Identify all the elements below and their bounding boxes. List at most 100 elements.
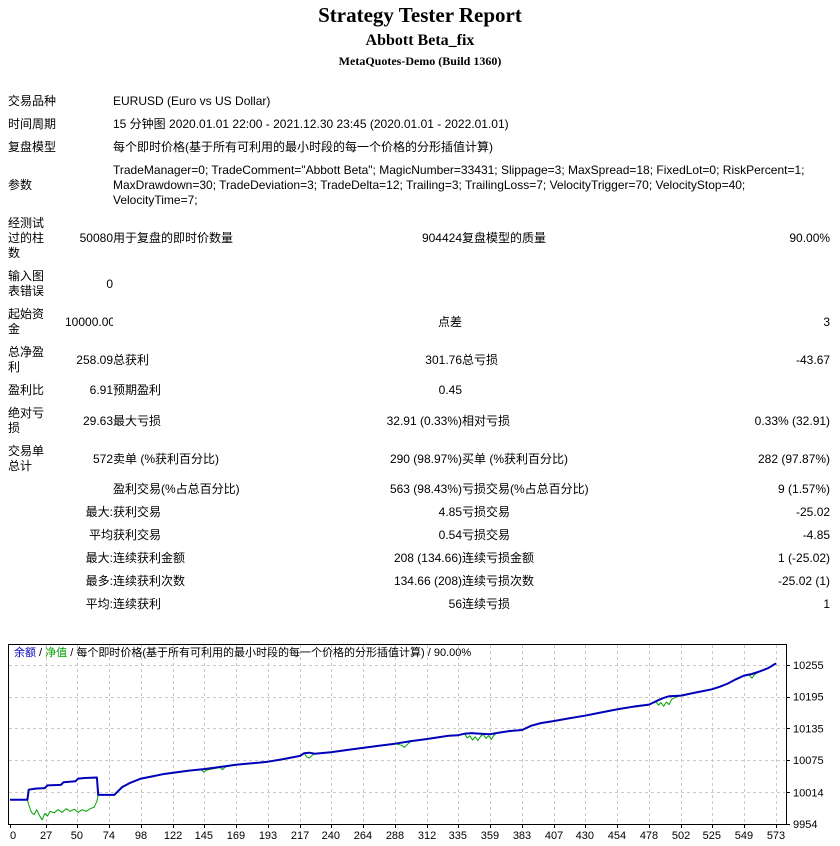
row-label: 经测试 过的柱 数 (8, 216, 45, 260)
label-3 (462, 303, 662, 341)
x-tick-label: 430 (576, 830, 594, 842)
x-tick-label: 145 (195, 830, 213, 842)
value-3: -43.67 (796, 352, 831, 367)
row-label: 总净盈 利 (8, 345, 45, 374)
row-wide-value: EURUSD (Euro vs US Dollar) (113, 94, 271, 108)
value-2: 4.85 (438, 505, 462, 519)
row-label: 起始资 金 (8, 307, 45, 336)
row-value (65, 159, 113, 212)
label-3 (462, 265, 662, 303)
report-row: 绝对亏 损 29.63 最大亏损 32.91 (0.33%) 相对亏损 0.33% (32… (8, 402, 830, 440)
x-tick-label: 74 (103, 830, 115, 842)
label-2: 卖单 (%获利百分比) (113, 451, 219, 466)
value-1: 最大: (85, 505, 113, 519)
x-tick-label: 122 (164, 830, 182, 842)
label-2 (113, 265, 313, 303)
label-3: 亏损交易 (462, 528, 511, 542)
label-3: 连续亏损 (462, 597, 511, 611)
report-row: 经测试 过的柱 数 50080 用于复盘的即时价数量 904424 复盘模型的质量 90.… (8, 212, 830, 265)
row-wide-value: 每个即时价格(基于所有可利用的最小时段的每一个价格的分形插值计算) (113, 140, 493, 154)
value-1: 29.63 (82, 413, 113, 428)
label-2: 连续获利次数 (113, 574, 186, 588)
value-3 (662, 265, 830, 303)
value-1: 10000.00 (65, 314, 113, 329)
value-3: 282 (97.87%) (758, 451, 831, 466)
balance-line (10, 662, 777, 801)
value-2: 290 (98.97%) (389, 451, 462, 466)
row-label: 复盘模型 (8, 140, 57, 154)
label-3: 总亏损 (462, 352, 499, 367)
row-label: 交易品种 (8, 94, 57, 108)
value-3: 0.33% (32.91) (754, 413, 831, 428)
label-2: 盈利交易(%占总百分比) (113, 482, 240, 496)
report-row: 复盘模型 每个即时价格(基于所有可利用的最小时段的每一个价格的分形插值计算) (8, 136, 830, 159)
value-1: 50080 (79, 231, 113, 245)
x-tick-label: 27 (40, 830, 52, 842)
value-1 (65, 478, 113, 501)
legend-quality-value: 90.00% (433, 647, 472, 659)
label-2: 总获利 (113, 352, 150, 367)
report-row: 最多: 连续获利次数 134.66 (208) 连续亏损次数 -25.02 (1) (8, 570, 830, 593)
row-wide-value: TradeManager=0; TradeComment="Abbott Bet… (113, 163, 805, 207)
value-3: -25.02 (796, 505, 831, 519)
x-tick-label: 193 (259, 830, 277, 842)
x-tick-label: 573 (767, 830, 785, 842)
row-value (65, 90, 113, 113)
row-label (8, 478, 65, 501)
value-2: 208 (134.66) (393, 551, 462, 565)
row-wide-value: 15 分钟图 2020.01.01 22:00 - 2021.12.30 23:… (113, 117, 509, 131)
label-2: 连续获利金额 (113, 551, 186, 565)
row-label: 参数 (8, 178, 33, 192)
row-label: 时间周期 (8, 117, 57, 131)
row-label (8, 501, 65, 524)
value-3: 3 (823, 314, 831, 329)
value-2 (313, 265, 462, 303)
value-2: 0.45 (438, 383, 462, 397)
label-3 (462, 379, 662, 402)
x-tick-label: 454 (608, 830, 626, 842)
row-value (65, 136, 113, 159)
report-table-body: 交易品种 EURUSD (Euro vs US Dollar) 时间周期 15 分钟图… (8, 90, 830, 616)
value-3: -25.02 (1) (778, 574, 831, 588)
value-3: -4.85 (802, 528, 831, 542)
legend-separator-3: / (424, 647, 434, 659)
x-tick-label: 50 (71, 830, 83, 842)
legend-separator-1: / (36, 647, 46, 659)
report-header: Strategy Tester Report Abbott Beta_fix M… (0, 0, 840, 68)
value-2: 32.91 (0.33%) (386, 413, 462, 428)
value-1: 572 (92, 451, 113, 466)
report-row: 时间周期 15 分钟图 2020.01.01 22:00 - 2021.12.30… (8, 113, 830, 136)
value-3: 1 (-25.02) (778, 551, 831, 565)
row-label: 输入图 表错误 (8, 269, 45, 298)
label-2: 预期盈利 (113, 383, 162, 397)
value-1: 平均 (88, 528, 113, 542)
value-2: 301.76 (425, 352, 462, 367)
equity-chart-svg: 10255 10195 10135 10075 10014 9954 0 27 50 74 98 12… (8, 644, 824, 842)
value-1: 最多: (85, 574, 113, 588)
value-2: 56 (448, 597, 462, 611)
value-3: 1 (823, 597, 831, 611)
y-tick-label: 10135 (793, 723, 824, 735)
report-row: 盈利交易(%占总百分比) 563 (98.43%) 亏损交易(%占总百分比) 9 (1… (8, 478, 830, 501)
report-row: 参数 TradeManager=0; TradeComment="Abbott B… (8, 159, 830, 212)
value-2: 0.54 (438, 528, 462, 542)
y-tick-label: 10195 (793, 692, 824, 704)
report-row: 平均: 连续获利 56 连续亏损 1 (8, 593, 830, 616)
value-1: 平均: (85, 597, 113, 611)
value-1: 258.09 (76, 352, 113, 367)
label-3: 连续亏损次数 (462, 574, 535, 588)
row-label (8, 524, 65, 547)
x-tick-label: 264 (354, 830, 372, 842)
report-row: 盈利比 6.91 预期盈利 0.45 (8, 379, 830, 402)
row-label (8, 593, 65, 616)
x-tick-label: 312 (418, 830, 436, 842)
x-tick-label: 169 (227, 830, 245, 842)
label-2: 获利交易 (113, 505, 162, 519)
label-2: 连续获利 (113, 597, 162, 611)
report-row: 平均 获利交易 0.54 亏损交易 -4.85 (8, 524, 830, 547)
x-tick-label: 359 (481, 830, 499, 842)
page-title: Strategy Tester Report (318, 3, 522, 27)
x-tick-label: 502 (672, 830, 690, 842)
value-2: 904424 (421, 231, 462, 245)
value-1: 0 (106, 276, 113, 291)
